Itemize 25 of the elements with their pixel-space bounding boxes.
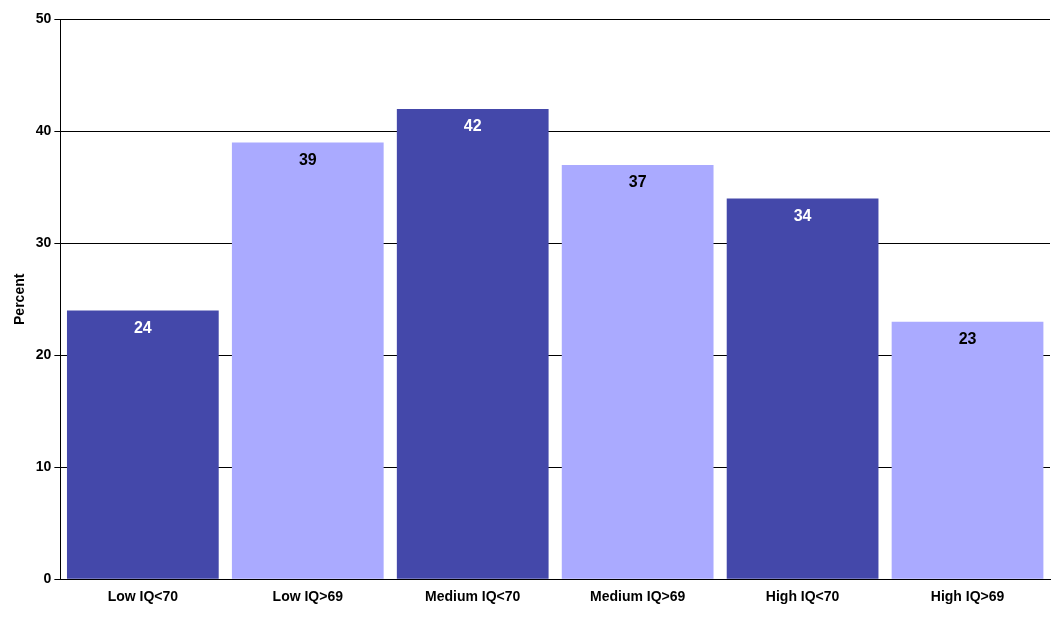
data-label: 34 bbox=[793, 206, 812, 224]
y-tick-label: 40 bbox=[35, 122, 52, 139]
y-axis-title: Percent bbox=[11, 273, 28, 325]
y-tick-label: 0 bbox=[43, 570, 52, 587]
y-tick-label: 20 bbox=[35, 346, 52, 363]
data-label: 37 bbox=[628, 173, 647, 191]
x-tick-label: Medium IQ<70 bbox=[425, 588, 521, 605]
data-label: 24 bbox=[133, 318, 152, 336]
bar bbox=[231, 142, 384, 579]
data-label: 23 bbox=[958, 330, 977, 348]
bar bbox=[66, 310, 219, 579]
x-tick-label: High IQ<70 bbox=[765, 588, 840, 605]
y-tick-label: 50 bbox=[35, 10, 52, 27]
bar bbox=[561, 164, 714, 579]
x-tick-label: Low IQ>69 bbox=[272, 588, 344, 605]
bar bbox=[726, 198, 879, 579]
data-label: 42 bbox=[463, 117, 482, 135]
y-tick-label: 30 bbox=[35, 234, 52, 251]
bar bbox=[891, 321, 1044, 579]
data-label: 39 bbox=[298, 150, 317, 168]
x-tick-label: High IQ>69 bbox=[930, 588, 1005, 605]
bar bbox=[396, 108, 549, 579]
x-tick-label: Low IQ<70 bbox=[107, 588, 179, 605]
x-tick-label: Medium IQ>69 bbox=[590, 588, 686, 605]
y-tick-label: 10 bbox=[35, 458, 52, 475]
